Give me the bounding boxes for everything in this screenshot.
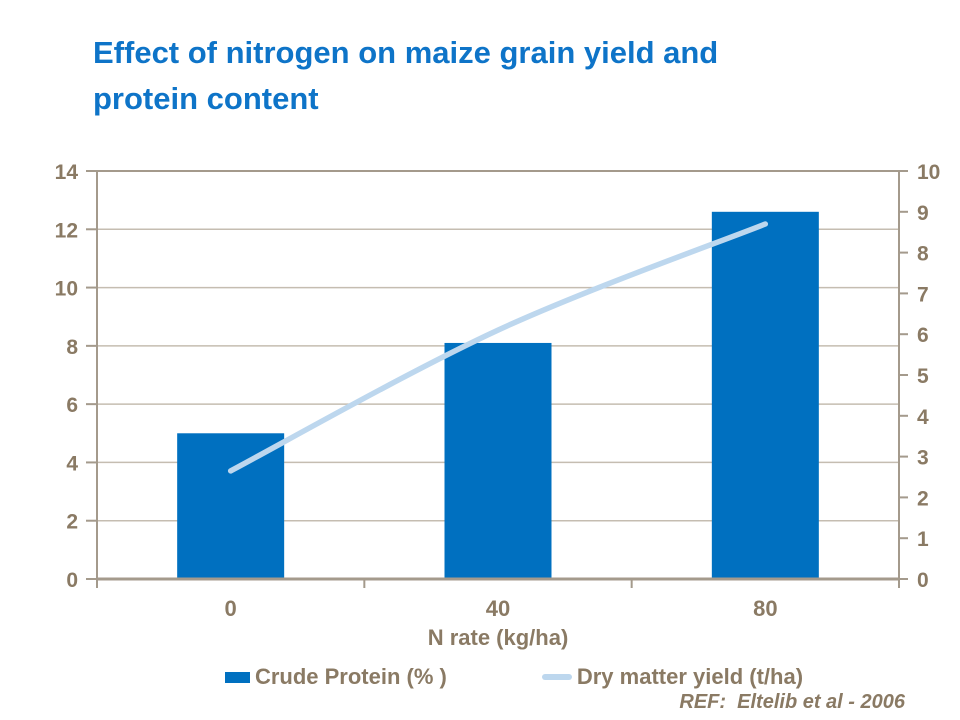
left-axis-label-6: 6	[66, 394, 78, 417]
line-series-dry-matter-yield	[227, 221, 769, 474]
right-axis-label-7: 7	[917, 283, 929, 306]
x-axis-title: N rate (kg/ha)	[428, 625, 569, 650]
bar-swatch-icon	[224, 671, 250, 683]
right-axis-label-0: 0	[917, 569, 929, 592]
bar-40	[444, 342, 552, 579]
right-axis-label-4: 4	[917, 406, 929, 429]
x-axis: 0 40 80 N rate (kg/ha)	[96, 579, 900, 650]
legend-label-dry-matter: Dry matter yield (t/ha)	[576, 664, 804, 689]
right-axis-label-5: 5	[917, 365, 929, 388]
left-axis-label-14: 14	[55, 161, 79, 184]
page-title: Effect of nitrogen on maize grain yield …	[93, 30, 718, 122]
left-axis-label-2: 2	[66, 511, 78, 534]
legend-item-crude-protein: Crude Protein (% )	[224, 664, 447, 690]
left-axis: 0 2 4 6 8 10 12 14	[55, 161, 97, 592]
left-axis-label-0: 0	[66, 569, 78, 592]
x-axis-label-80: 80	[753, 596, 777, 621]
right-axis-label-8: 8	[917, 243, 929, 266]
right-axis-label-6: 6	[917, 324, 929, 347]
reference-text: REF: Eltelib et al - 2006	[679, 691, 905, 713]
left-axis-label-12: 12	[55, 219, 78, 242]
legend-item-dry-matter: Dry matter yield (t/ha)	[541, 664, 804, 690]
bar-series-crude-protein	[177, 211, 819, 580]
line-swatch-icon	[541, 674, 572, 680]
right-axis-label-3: 3	[917, 447, 929, 470]
right-axis-label-9: 9	[917, 202, 929, 225]
bar-80	[711, 211, 819, 580]
left-axis-label-10: 10	[55, 278, 78, 301]
legend-label-crude-protein: Crude Protein (% )	[254, 664, 447, 689]
right-axis: 0 1 2 3 4 5 6 7 8 9 10	[899, 161, 940, 592]
chart-legend: Crude Protein (% ) Dry matter yield (t/h…	[0, 664, 960, 690]
right-axis-label-10: 10	[917, 161, 940, 184]
page-title-line2: protein content	[93, 81, 319, 116]
right-axis-label-2: 2	[917, 487, 929, 510]
x-axis-label-40: 40	[486, 596, 510, 621]
x-axis-label-0: 0	[225, 596, 237, 621]
right-axis-label-1: 1	[917, 528, 929, 551]
bar-0	[177, 433, 285, 579]
left-axis-label-4: 4	[66, 452, 78, 475]
page-title-line1: Effect of nitrogen on maize grain yield …	[93, 35, 719, 70]
left-axis-label-8: 8	[66, 336, 78, 359]
